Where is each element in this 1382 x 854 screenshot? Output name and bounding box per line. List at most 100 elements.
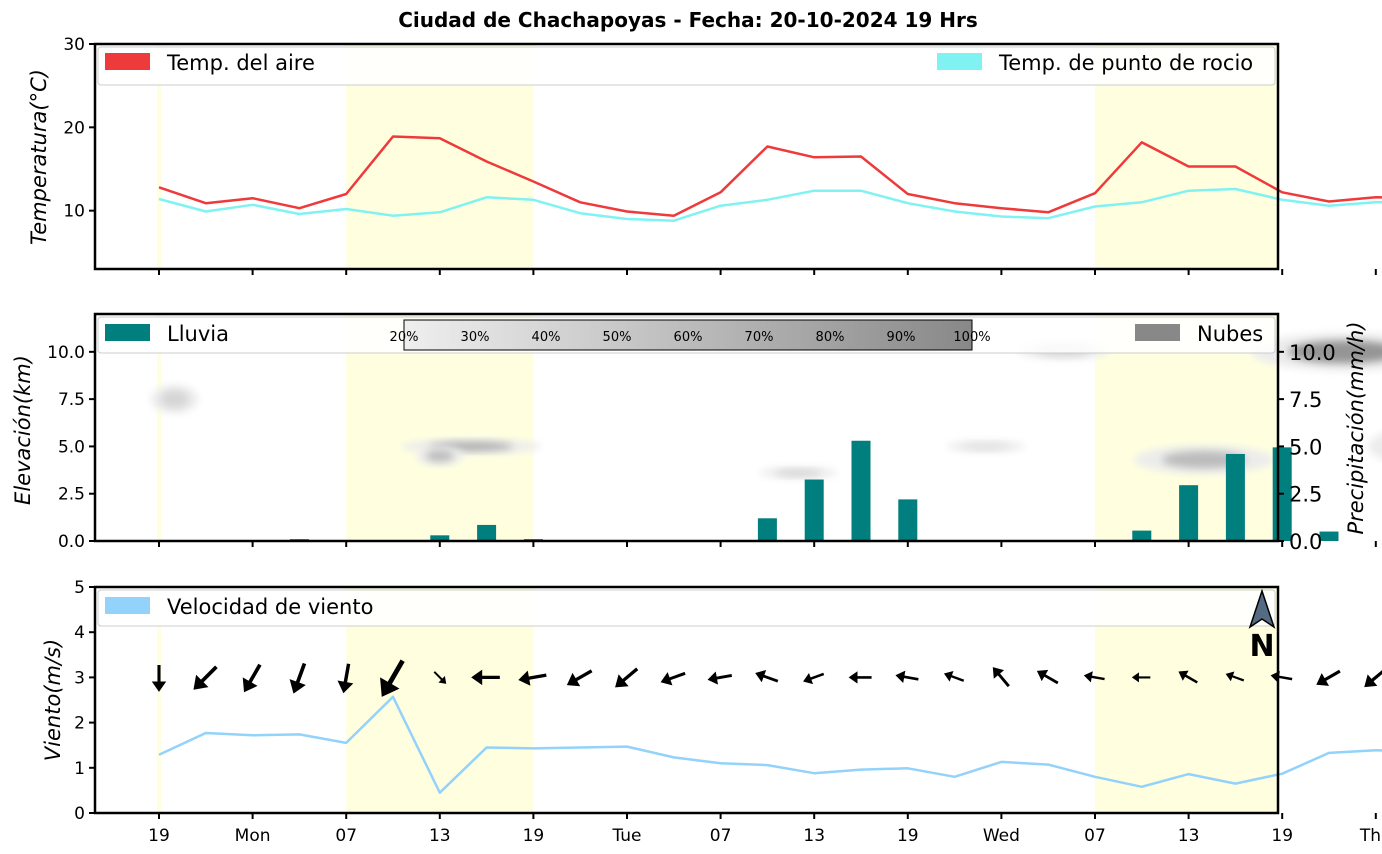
colorbar-tick-label: 20% — [390, 330, 419, 345]
legend-label-wind: Velocidad de viento — [167, 595, 373, 619]
y-axis-label-precipitation: Precipitación(mm/h) — [1344, 321, 1368, 534]
cloud-blob — [416, 446, 464, 466]
wind-arrow — [193, 665, 218, 690]
colorbar-tick-label: 60% — [674, 330, 703, 345]
cloud-blob — [1368, 433, 1382, 460]
wind-arrow — [518, 670, 547, 686]
wind-arrow — [433, 671, 447, 684]
daylight-band — [157, 44, 161, 269]
legend-box — [97, 589, 1276, 627]
wind-arrow — [943, 670, 965, 682]
wind-arrow-shape — [615, 667, 639, 688]
colorbar-tick-label: 50% — [603, 330, 632, 345]
legend-label-rain: Lluvia — [167, 322, 229, 346]
wind-arrow-shape — [755, 670, 779, 683]
wind-arrow-shape — [803, 672, 825, 685]
wind-arrow — [151, 665, 167, 692]
rain-bar — [757, 518, 777, 541]
wind-arrow-shape — [193, 665, 218, 690]
wind-arrow — [1364, 667, 1382, 688]
y-tick-label: 10 — [63, 202, 85, 222]
wind-arrow — [566, 669, 593, 687]
wind-arrow-shape — [566, 669, 593, 687]
wind-arrow — [992, 667, 1010, 688]
y-tick-label: 10.0 — [47, 343, 85, 363]
x-tick-label: 19 — [897, 826, 919, 846]
y-tick-label: 7.5 — [58, 390, 85, 410]
wind-arrow — [289, 662, 307, 694]
colorbar-tick-label: 100% — [953, 330, 990, 345]
wind-arrow-shape — [337, 663, 354, 694]
cloud-blob — [1134, 445, 1275, 474]
cloud-colorbar — [403, 319, 973, 351]
rain-bar — [851, 440, 871, 541]
wind-speed-line — [158, 695, 1382, 794]
wind-arrow-shape — [380, 659, 405, 697]
x-tick-label: 13 — [803, 826, 825, 846]
y-tick-label: 0 — [74, 804, 85, 824]
x-tick-label: 19 — [1271, 826, 1293, 846]
wind-arrow-shape — [1178, 670, 1198, 684]
wind-arrow — [895, 670, 919, 683]
wind-arrow-shape — [1036, 669, 1059, 685]
y-tick-label-right: 2.5 — [1289, 483, 1322, 507]
air-temperature-line — [158, 135, 1382, 217]
x-tick-label: 07 — [335, 826, 357, 846]
wind-arrow-shape — [1316, 669, 1341, 686]
colorbar-tick-label: 90% — [887, 330, 916, 345]
temperature-panel: Temp. del aire Temp. de punto de rocio 10 2… — [27, 35, 1382, 275]
wind-arrow — [1083, 671, 1105, 683]
legend-label-clouds: Nubes — [1197, 322, 1263, 346]
wind-arrow — [242, 663, 262, 693]
legend-swatch-clouds — [1135, 324, 1180, 341]
wind-arrow — [707, 671, 733, 685]
x-tick-label: 07 — [1084, 826, 1106, 846]
x-tick-label: 07 — [710, 826, 732, 846]
x-tick-label: Mon — [235, 826, 271, 846]
y-axis-label-wind: Viento(m/s) — [41, 639, 65, 761]
wind-arrow — [848, 671, 872, 684]
wind-arrow-shape — [1364, 667, 1382, 688]
wind-arrow — [1225, 671, 1245, 682]
wind-arrow-shape — [471, 669, 500, 686]
wind-arrow — [1131, 672, 1151, 683]
wind-arrow — [803, 672, 825, 685]
north-arrow-icon: N — [1248, 588, 1276, 664]
wind-arrow — [471, 669, 500, 686]
x-tick-label: Tue — [611, 826, 641, 846]
y-tick-label: 1 — [74, 759, 85, 779]
x-tick-label: 13 — [429, 826, 451, 846]
wind-arrow-shape — [242, 663, 262, 693]
y-axis-label-temperature: Temperatura(°C) — [27, 69, 51, 245]
cloud-core — [1162, 451, 1247, 469]
daylight-band — [157, 587, 161, 813]
legend-swatch-wind — [105, 597, 150, 614]
legend-swatch-dewpoint — [937, 53, 982, 70]
north-arrow-shape — [1248, 588, 1276, 629]
y-tick-label: 5 — [74, 578, 85, 598]
rain-bar — [1132, 530, 1152, 541]
wind-arrow — [337, 663, 354, 694]
cloud-core — [160, 390, 189, 408]
cloud-halo — [1368, 433, 1382, 460]
x-tick-label: 13 — [1178, 826, 1200, 846]
legend-swatch-air-temp — [105, 53, 150, 70]
wind-arrow — [1036, 669, 1059, 685]
x-tick-label: 19 — [148, 826, 170, 846]
cloud-core — [962, 443, 1010, 450]
wind-arrow-shape — [848, 671, 872, 684]
wind-arrow — [755, 670, 779, 683]
wind-arrow-shape — [943, 670, 965, 682]
daylight-band — [157, 314, 161, 541]
rain-bar — [430, 535, 450, 541]
wind-arrow — [1316, 669, 1341, 686]
colorbar-tick-label: 30% — [461, 330, 490, 345]
cloud-core — [775, 469, 822, 477]
colorbar-tick-label: 80% — [816, 330, 845, 345]
colorbar-tick-label: 70% — [745, 330, 774, 345]
rain-bar — [804, 479, 824, 541]
y-tick-label: 3 — [74, 668, 85, 688]
wind-arrow-shape — [1270, 671, 1293, 683]
wind-arrow-shape — [992, 667, 1010, 688]
